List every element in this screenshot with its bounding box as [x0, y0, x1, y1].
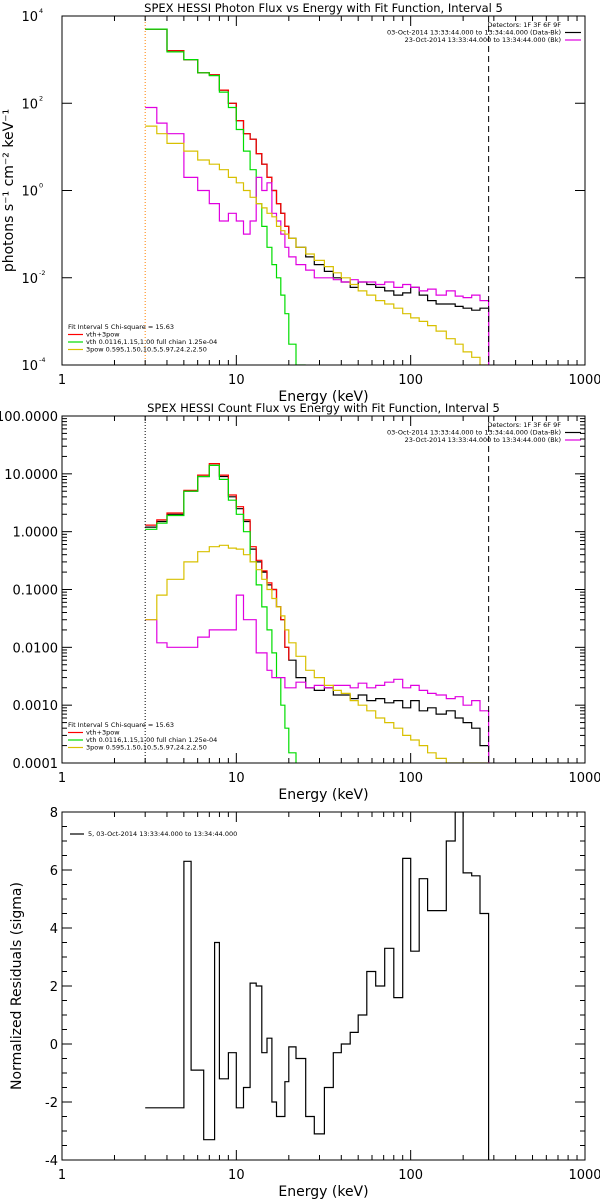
y-tick-label: 6 [50, 864, 58, 879]
x-tick-label: 10 [228, 771, 245, 786]
x-tick-label: 1 [58, 1168, 66, 1183]
series-line-1 [145, 812, 490, 1160]
legend-entry-topright: 23-Oct-2014 13:33:44.000 to 13:34:44.000… [405, 436, 561, 444]
legend-entry-bottomleft: vth 0.0116,1.15,1.00 full chian 1.25e-04 [86, 736, 217, 744]
series-line-4 [145, 106, 490, 365]
series-line-1 [145, 464, 490, 763]
x-tick-label: 10 [228, 373, 245, 388]
series-group [145, 812, 490, 1160]
y-tick-label: 10 [21, 10, 38, 25]
y-tick-exponent: 0 [39, 182, 43, 190]
series-line-2 [145, 463, 290, 661]
y-tick-exponent: 2 [39, 94, 43, 102]
y-tick-label: 2 [50, 980, 58, 995]
y-tick-label: 1.0000 [13, 526, 59, 541]
y-tick-label: 0.0001 [13, 757, 59, 772]
series-line-3 [145, 464, 297, 763]
y-tick-label: 0.1000 [13, 584, 59, 599]
x-tick-label: 100 [398, 1168, 423, 1183]
x-tick-label: 1000 [568, 373, 600, 388]
x-axis-label: Energy (keV) [278, 1184, 368, 1200]
series-group [145, 28, 490, 365]
chart-title: SPEX HESSI Photon Flux vs Energy with Fi… [144, 1, 503, 15]
x-axis-label: Energy (keV) [278, 389, 368, 405]
chart-panel-2: SPEX HESSI Count Flux vs Energy with Fit… [0, 401, 600, 803]
legend-entry-topright: 03-Oct-2014 13:33:44.000 to 13:34:44.000… [387, 429, 561, 437]
y-tick-label: 0.0010 [13, 699, 59, 714]
legend-entry-topright: Detectors: 1F 3F 6F 9F [487, 421, 561, 429]
y-axis-label: photons s⁻¹ cm⁻² keV⁻¹ [1, 109, 17, 272]
chart-panel-3: 1 10 100 1000 -4 -2 0 2 4 6 8 Energy (keV) Normalize… [9, 806, 600, 1200]
y-tick-label: 10 [21, 185, 38, 200]
x-tick-label: 10 [228, 1168, 245, 1183]
y-tick-label: 4 [50, 922, 58, 937]
legend-entry-bottomleft: vth 0.0116,1.15,1.00 full chian 1.25e-04 [86, 338, 217, 346]
legend-entry-bottomleft: 3pow 0.595,1.50,10.5,5.97,24.2,2.50 [86, 744, 207, 752]
y-tick-label: 0 [50, 1038, 58, 1053]
x-tick-label: 100 [398, 373, 423, 388]
series-line-5 [145, 544, 489, 763]
y-tick-label: 10.0000 [4, 468, 58, 483]
legend-entry-bottomleft: Fit Interval 5 Chi-square = 15.63 [68, 323, 174, 331]
legend-entry-topright: 03-Oct-2014 13:33:44.000 to 13:34:44.000… [387, 29, 561, 37]
legend-entry-topright: 23-Oct-2014 13:33:44.000 to 13:34:44.000… [405, 36, 561, 44]
y-tick-label: 10 [21, 272, 38, 287]
y-tick-label: -4 [45, 1154, 58, 1169]
y-tick-exponent: 4 [39, 7, 43, 15]
series-line-3 [145, 28, 306, 365]
y-tick-exponent: -2 [39, 269, 45, 277]
series-line-1 [145, 28, 490, 365]
legend-entry-bottomleft: 3pow 0.595,1.50,10.5,5.97,24.2,2.50 [86, 346, 207, 354]
legend-entry-bottomleft: vth+3pow [86, 729, 120, 737]
y-tick-label: 100.0000 [0, 410, 58, 425]
y-tick-label: 8 [50, 806, 58, 821]
x-tick-label: 100 [398, 771, 423, 786]
y-tick-exponent: -4 [39, 356, 45, 364]
series-group [145, 463, 490, 763]
legend-entry-bottomleft: Fit Interval 5 Chi-square = 15.63 [68, 721, 174, 729]
y-tick-label: 10 [21, 359, 38, 374]
y-tick-label: 10 [21, 97, 38, 112]
x-tick-label: 1 [58, 771, 66, 786]
chart-panel-1: SPEX HESSI Photon Flux vs Energy with Fi… [1, 1, 600, 405]
series-line-5 [145, 125, 489, 365]
legend-entry-topleft: 5, 03-Oct-2014 13:33:44.000 to 13:34:44.… [88, 830, 237, 838]
x-tick-label: 1000 [568, 1168, 600, 1183]
legend-entry-topright: Detectors: 1F 3F 6F 9F [487, 21, 561, 29]
series-line-4 [145, 594, 490, 763]
plot-frame [61, 811, 586, 1161]
legend-entry-bottomleft: vth+3pow [86, 331, 120, 339]
y-tick-label: 0.0100 [13, 641, 59, 656]
x-tick-label: 1 [58, 373, 66, 388]
plot-frame [61, 415, 586, 764]
x-tick-label: 1000 [568, 771, 600, 786]
y-axis-label: Normalized Residuals (sigma) [9, 882, 25, 1090]
x-axis-label: Energy (keV) [278, 787, 368, 803]
y-tick-label: -2 [45, 1096, 58, 1111]
chart-title: SPEX HESSI Count Flux vs Energy with Fit… [147, 401, 500, 415]
plot-frame [61, 15, 586, 366]
